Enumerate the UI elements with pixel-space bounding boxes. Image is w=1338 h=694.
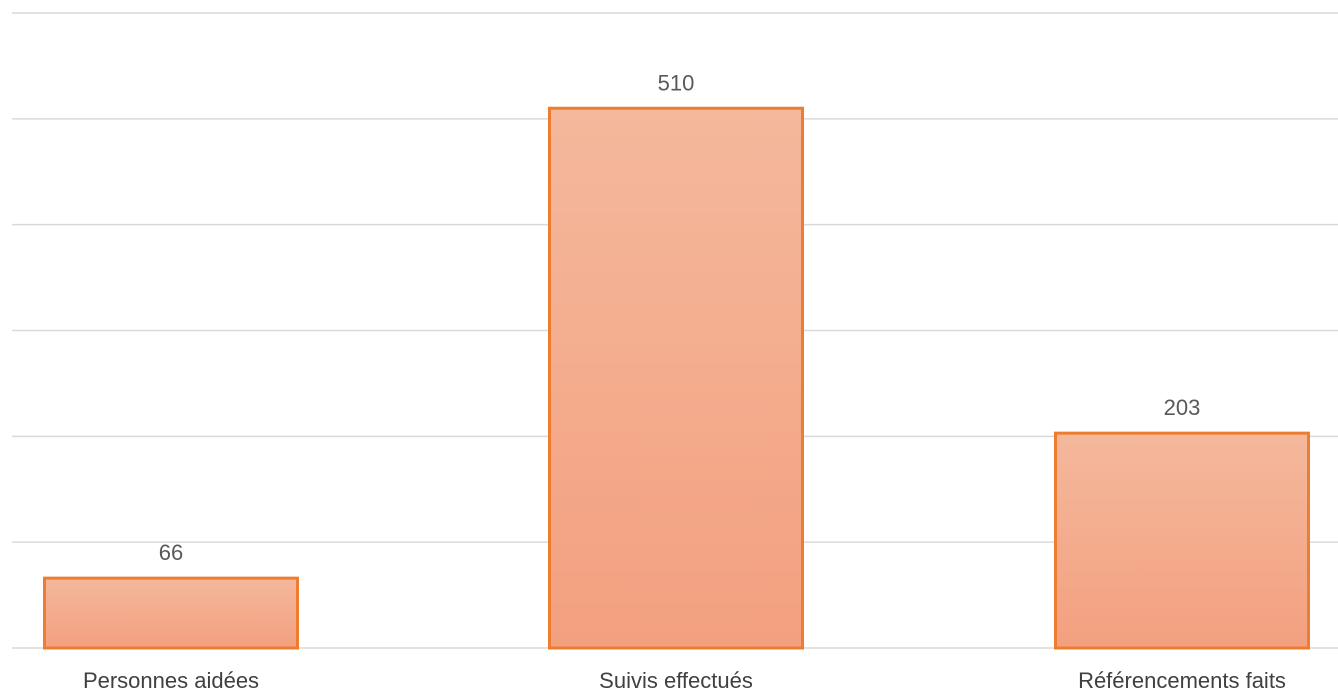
bar — [43, 576, 299, 650]
bars — [43, 106, 1310, 650]
bar — [548, 106, 804, 650]
data-labels: 66 510 203 — [159, 70, 1201, 565]
data-label: 510 — [658, 70, 695, 95]
category-label: Référencements faits — [1078, 668, 1286, 693]
category-labels: Personnes aidées Suivis effectués Référenc… — [83, 668, 1286, 693]
data-label: 203 — [1164, 395, 1201, 420]
data-label: 66 — [159, 540, 183, 565]
category-label: Personnes aidées — [83, 668, 259, 693]
bar — [1054, 431, 1310, 650]
category-label: Suivis effectués — [599, 668, 753, 693]
